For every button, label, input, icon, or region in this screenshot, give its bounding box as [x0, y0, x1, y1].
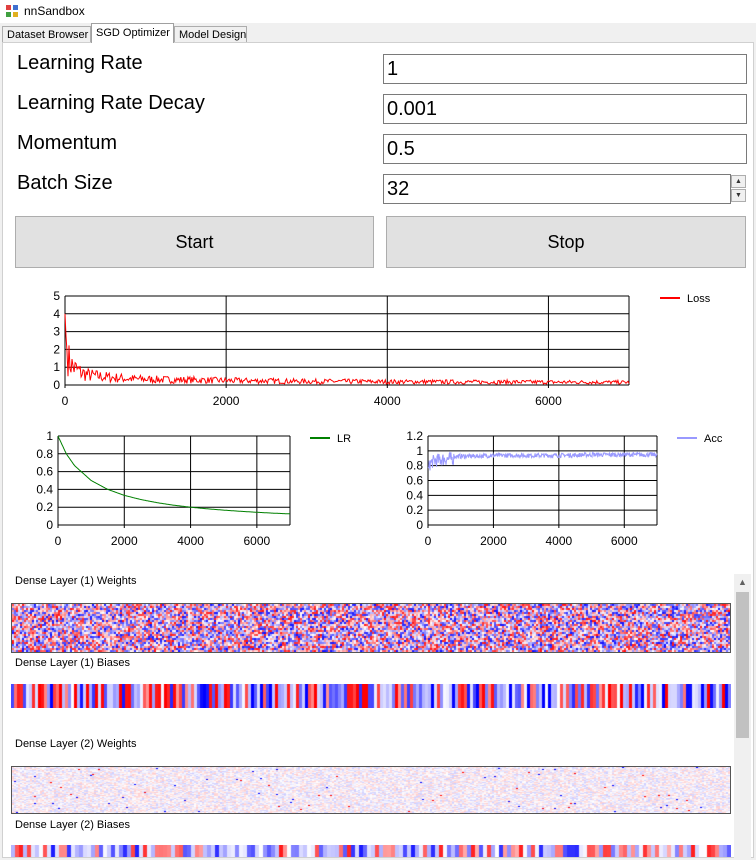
spin-down-icon[interactable]: ▼ — [731, 189, 746, 202]
series-line-acc — [427, 450, 658, 471]
y-tick-label: 0 — [53, 378, 60, 392]
y-tick-label: 1.2 — [406, 429, 423, 443]
y-tick-label: 0.2 — [406, 503, 423, 517]
legend-label: Loss — [687, 293, 711, 305]
layer1-biases-label: Dense Layer (1) Biases — [15, 657, 130, 669]
x-tick-label: 0 — [425, 534, 432, 548]
y-tick-label: 0.8 — [406, 459, 423, 473]
y-tick-label: 0 — [46, 518, 53, 532]
y-tick-label: 0.8 — [36, 447, 53, 461]
spin-up-icon[interactable]: ▲ — [731, 175, 746, 188]
series-line-loss — [64, 313, 630, 386]
x-tick-label: 6000 — [244, 534, 271, 548]
layer1-weights-label: Dense Layer (1) Weights — [15, 575, 137, 587]
layer2-weights-label: Dense Layer (2) Weights — [15, 738, 137, 750]
tab-strip: Dataset Browser SGD Optimizer Model Desi… — [0, 23, 756, 43]
scroll-thumb[interactable] — [736, 592, 749, 738]
x-tick-label: 4000 — [177, 534, 204, 548]
momentum-label: Momentum — [17, 132, 118, 154]
tab-dataset-browser[interactable]: Dataset Browser — [2, 26, 91, 42]
y-tick-label: 4 — [53, 307, 60, 321]
scroll-up-icon[interactable]: ▲ — [738, 577, 747, 587]
batch-size-input[interactable] — [383, 174, 731, 204]
app-icon — [6, 5, 18, 17]
y-tick-label: 2 — [53, 342, 60, 356]
y-tick-label: 3 — [53, 325, 60, 339]
y-tick-label: 0.2 — [36, 500, 53, 514]
y-tick-label: 1 — [53, 360, 60, 374]
y-tick-label: 5 — [53, 289, 60, 303]
x-tick-label: 4000 — [546, 534, 573, 548]
learning-rate-label: Learning Rate — [17, 52, 143, 74]
y-tick-label: 0.4 — [406, 488, 423, 502]
legend-label: LR — [337, 433, 351, 445]
x-tick-label: 2000 — [480, 534, 507, 548]
y-tick-label: 1 — [46, 429, 53, 443]
x-tick-label: 2000 — [213, 394, 240, 408]
x-tick-label: 2000 — [111, 534, 138, 548]
series-line-lr — [57, 435, 290, 515]
tab-model-design[interactable]: Model Design — [174, 26, 247, 42]
lr-chart: 0 0.2 0.4 0.6 0.8 1 0 2000 4000 6000 LR — [36, 429, 351, 548]
learning-rate-decay-label: Learning Rate Decay — [17, 92, 205, 114]
layer2-biases-label: Dense Layer (2) Biases — [15, 819, 130, 831]
learning-rate-decay-input[interactable] — [383, 94, 747, 124]
y-tick-label: 1 — [416, 444, 423, 458]
stop-button[interactable]: Stop — [386, 216, 746, 268]
window-titlebar: nnSandbox — [0, 0, 756, 23]
y-tick-label: 0.6 — [36, 465, 53, 479]
x-tick-label: 0 — [55, 534, 62, 548]
start-button[interactable]: Start — [15, 216, 374, 268]
layer1-biases-bar — [11, 684, 731, 708]
x-tick-label: 4000 — [374, 394, 401, 408]
learning-rate-input[interactable] — [383, 54, 747, 84]
layer2-biases-bar — [11, 845, 731, 857]
layer2-weights-heatmap — [11, 766, 731, 814]
window-title: nnSandbox — [24, 4, 85, 18]
layers-scrollbar[interactable]: ▲ — [734, 574, 751, 858]
x-tick-label: 6000 — [611, 534, 638, 548]
y-tick-label: 0 — [416, 518, 423, 532]
y-tick-label: 0.6 — [406, 474, 423, 488]
loss-chart: 0 1 2 3 4 5 0 2000 4000 6000 Loss — [53, 289, 711, 408]
x-tick-label: 0 — [62, 394, 69, 408]
tab-sgd-optimizer[interactable]: SGD Optimizer — [91, 23, 174, 43]
legend-label: Acc — [704, 433, 723, 445]
batch-size-label: Batch Size — [17, 172, 113, 194]
layer1-weights-heatmap — [11, 603, 731, 653]
batch-size-stepper: ▲ ▼ — [731, 174, 747, 204]
x-tick-label: 6000 — [535, 394, 562, 408]
y-tick-label: 0.4 — [36, 482, 53, 496]
momentum-input[interactable] — [383, 134, 747, 164]
